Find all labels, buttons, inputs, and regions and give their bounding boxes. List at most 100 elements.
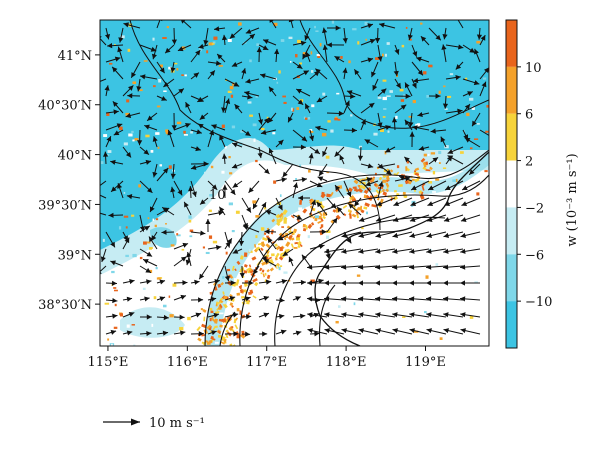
wind-vector-head	[263, 39, 269, 45]
wind-vector-head	[161, 229, 167, 235]
wind-vector-head	[305, 103, 310, 110]
w-speckle	[269, 267, 274, 272]
w-speckle	[294, 241, 298, 245]
wind-vector-head	[385, 125, 391, 131]
w-speckle	[150, 149, 154, 153]
w-speckle	[123, 192, 126, 194]
wind-vector-head	[147, 115, 153, 121]
w-speckle	[371, 204, 377, 208]
wind-vector-head	[314, 148, 320, 154]
w-speckle	[260, 272, 263, 275]
wind-vector-head	[350, 93, 356, 99]
w-speckle	[422, 166, 427, 171]
w-speckle	[266, 116, 269, 120]
wind-vector-head	[460, 280, 466, 286]
wind-vector-head	[301, 136, 307, 142]
w-speckle	[163, 90, 167, 93]
wind-vector-head	[107, 43, 113, 49]
wind-vector-head	[371, 71, 376, 78]
w-speckle	[212, 325, 217, 331]
wind-vector-head	[280, 329, 287, 335]
w-speckle	[240, 418, 244, 422]
w-speckle	[349, 213, 352, 219]
wind-vector-head	[346, 191, 352, 197]
w-speckle	[220, 341, 225, 345]
wind-vector-head	[357, 155, 364, 161]
w-speckle	[276, 265, 279, 269]
w-speckle	[224, 428, 229, 431]
wind-vector-head	[341, 280, 347, 286]
w-speckle	[280, 39, 285, 42]
wind-vector-head	[309, 135, 315, 141]
w-speckle	[262, 273, 265, 278]
wind-vectors	[100, 20, 489, 337]
w-speckle	[303, 116, 306, 120]
w-speckle	[484, 170, 488, 173]
wind-vector-head	[435, 93, 441, 99]
w-speckle	[125, 226, 128, 229]
w-speckle	[208, 209, 212, 212]
wind-vector-head	[307, 328, 313, 334]
w-speckle	[410, 204, 414, 207]
w-speckle	[214, 392, 218, 397]
w-speckle	[222, 369, 226, 374]
w-speckle	[154, 224, 157, 228]
wind-vector-head	[375, 248, 381, 254]
wind-vector-head	[221, 34, 228, 41]
colorbar-block	[506, 160, 517, 208]
wind-vector-head	[364, 139, 371, 145]
w-speckle	[255, 215, 260, 218]
wind-vector-head	[377, 122, 383, 128]
w-speckle	[234, 414, 237, 417]
w-speckle	[296, 107, 300, 110]
wind-vector-head	[409, 264, 415, 270]
colorbar-blocks	[506, 20, 517, 348]
w-speckle	[230, 361, 234, 365]
w-speckle	[106, 112, 110, 116]
w-speckle	[302, 52, 307, 56]
colorbar-block	[506, 254, 517, 302]
w-speckle	[405, 26, 408, 29]
w-speckle	[439, 337, 443, 340]
wind-vector-head	[293, 182, 299, 189]
w-speckle	[319, 204, 325, 210]
wind-vector-head	[205, 219, 211, 225]
w-speckle	[438, 90, 441, 94]
wind-vector-head	[481, 81, 487, 88]
w-speckle	[219, 297, 224, 301]
wind-vector-head	[443, 280, 449, 286]
w-speckle	[233, 413, 239, 419]
w-speckle	[252, 123, 257, 127]
w-speckle	[219, 312, 224, 315]
wind-vector-head	[301, 254, 307, 261]
wind-vector-head	[404, 156, 410, 163]
w-speckle	[213, 371, 215, 374]
w-speckle	[211, 426, 216, 431]
w-speckle	[206, 50, 209, 54]
wind-vector-head	[191, 191, 197, 197]
colorbar-label: w (10⁻³ m s⁻¹)	[565, 153, 580, 246]
w-speckle	[231, 230, 235, 233]
w-speckle	[291, 232, 294, 236]
w-speckle	[272, 132, 276, 135]
w-speckle	[210, 418, 212, 420]
w-speckle	[476, 192, 480, 196]
wind-vector-head	[315, 125, 321, 131]
w-speckle	[219, 400, 224, 404]
reference-vector: 10 m s⁻¹	[103, 416, 205, 431]
w-speckle	[386, 95, 391, 97]
wind-vector-head	[300, 144, 306, 150]
w-speckle	[283, 271, 288, 274]
w-speckle	[152, 249, 156, 251]
wind-vector	[270, 20, 277, 29]
wind-vector	[290, 20, 294, 29]
w-speckle	[337, 118, 341, 121]
w-speckle	[225, 251, 228, 255]
w-speckle	[286, 192, 290, 195]
w-speckle	[252, 278, 258, 283]
w-speckle	[314, 217, 318, 222]
wind-vector-head	[464, 104, 470, 110]
w-speckle	[319, 212, 323, 217]
wind-vector-head	[444, 201, 451, 207]
w-speckle	[211, 43, 215, 45]
